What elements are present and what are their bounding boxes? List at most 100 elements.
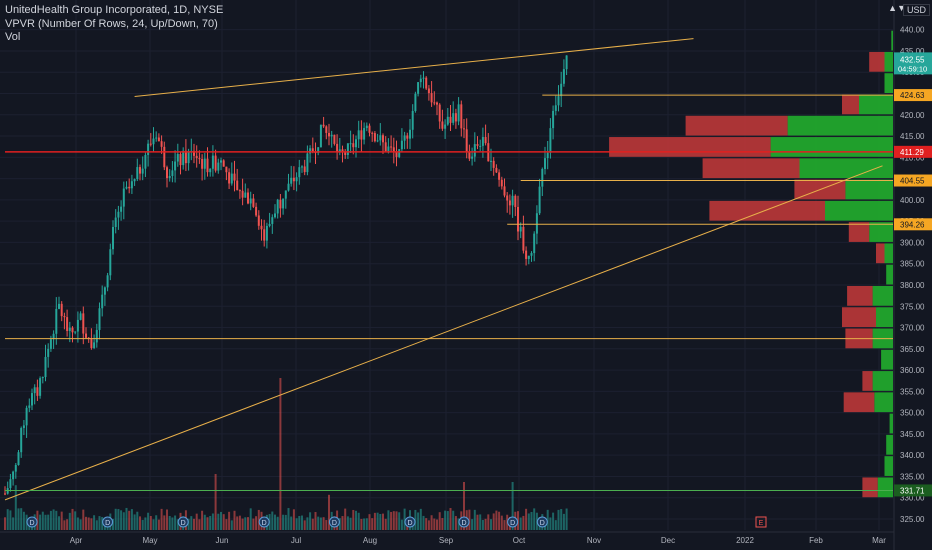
candle-body xyxy=(371,132,374,134)
candle-body xyxy=(260,225,263,230)
volume-bar xyxy=(49,510,52,530)
vp-bar-down xyxy=(609,137,771,157)
volume-bar xyxy=(98,516,101,530)
dividend-marker-circle xyxy=(328,516,340,528)
vp-bar-down xyxy=(842,307,876,328)
candle-body xyxy=(463,128,465,130)
vp-bar-up xyxy=(787,115,893,136)
candle-body xyxy=(490,160,492,162)
candle-body xyxy=(179,153,182,166)
candle-body xyxy=(565,55,568,70)
dividend-marker-circle xyxy=(404,516,416,528)
candle-body xyxy=(560,83,563,97)
candle-body xyxy=(533,233,536,254)
candle-body xyxy=(390,146,393,148)
candle-body xyxy=(101,294,104,309)
dividend-marker[interactable]: D xyxy=(258,516,270,528)
candle-body xyxy=(419,78,422,83)
volume-bar xyxy=(228,511,231,530)
candlestick-series xyxy=(4,55,568,496)
volume-bar xyxy=(55,510,58,530)
volume-bar xyxy=(255,516,258,530)
candle-body xyxy=(465,129,468,152)
dividend-marker[interactable]: D xyxy=(507,516,519,528)
volume-bar xyxy=(481,519,484,530)
trendline[interactable] xyxy=(134,38,694,97)
dividend-marker[interactable]: D xyxy=(26,516,38,528)
indicator-label-vpvr[interactable]: VPVR (Number Of Rows, 24, Up/Down, 70) xyxy=(5,18,218,30)
candle-body xyxy=(49,339,52,349)
volume-bar xyxy=(519,517,522,530)
candle-body xyxy=(174,161,177,171)
dividend-marker-circle xyxy=(102,516,114,528)
price-tick-label: 390.00 xyxy=(900,238,925,247)
volume-bar xyxy=(152,519,155,530)
candle-body xyxy=(36,387,39,396)
dividend-marker[interactable]: D xyxy=(404,516,416,528)
volume-bar xyxy=(14,485,17,530)
volume-bar xyxy=(101,516,104,530)
volume-bar xyxy=(390,511,393,530)
volume-bar xyxy=(422,515,425,530)
dividend-marker[interactable]: D xyxy=(536,516,548,528)
candle-body xyxy=(68,327,71,331)
candle-body xyxy=(425,77,428,89)
volume-bar xyxy=(147,512,150,530)
time-tick-label: Oct xyxy=(513,536,526,545)
candle-body xyxy=(333,134,336,144)
volume-bar xyxy=(41,511,44,530)
volume-bar xyxy=(87,517,90,530)
volume-bar xyxy=(430,515,433,530)
earnings-marker-box xyxy=(755,516,767,528)
price-tick-label: 420.00 xyxy=(900,111,925,120)
candle-body xyxy=(438,104,441,122)
candle-body xyxy=(144,154,147,169)
candle-body xyxy=(211,155,214,169)
volume-bar xyxy=(160,508,163,530)
candle-body xyxy=(382,135,384,143)
volume-bar xyxy=(166,509,168,530)
dividend-marker-circle xyxy=(177,516,189,528)
volume-histogram xyxy=(4,378,568,530)
candle-body xyxy=(549,128,552,153)
candle-body xyxy=(206,158,209,173)
candle-body xyxy=(95,329,98,343)
indicator-label-volume[interactable]: Vol xyxy=(5,31,21,43)
drawing-lines[interactable] xyxy=(4,38,893,501)
volume-bar xyxy=(384,518,387,530)
volume-bar xyxy=(257,509,260,530)
volume-bar xyxy=(295,518,298,530)
volume-bar xyxy=(171,517,174,530)
candle-body xyxy=(290,177,293,184)
volume-bar xyxy=(527,513,530,530)
currency-selector[interactable]: USD xyxy=(902,4,930,16)
candle-body xyxy=(44,356,47,378)
candle-body xyxy=(433,102,436,104)
vp-bar-up xyxy=(886,434,893,455)
volume-bar xyxy=(76,517,79,530)
candle-body xyxy=(495,167,498,173)
candle-body xyxy=(325,126,328,133)
dividend-marker[interactable]: D xyxy=(328,516,340,528)
candle-body xyxy=(25,407,28,426)
vp-bar-down xyxy=(848,222,870,242)
volume-bar xyxy=(438,512,441,530)
candle-body xyxy=(500,179,503,187)
trendline[interactable] xyxy=(4,165,883,501)
volume-bar xyxy=(209,515,212,530)
dividend-marker[interactable]: D xyxy=(177,516,189,528)
dividend-marker[interactable]: D xyxy=(102,516,114,528)
candle-body xyxy=(444,124,447,129)
dividend-marker[interactable]: D xyxy=(458,516,470,528)
candle-body xyxy=(122,188,125,207)
currency-dropdown-icon[interactable]: ▲▼ xyxy=(888,3,906,13)
vp-bar-up xyxy=(874,392,893,413)
time-tick-label: Nov xyxy=(587,536,601,545)
volume-bar xyxy=(303,520,306,530)
earnings-marker[interactable]: E xyxy=(755,516,767,528)
volume-bar xyxy=(39,514,42,530)
volume-bar xyxy=(63,520,66,530)
volume-bar xyxy=(58,516,60,530)
